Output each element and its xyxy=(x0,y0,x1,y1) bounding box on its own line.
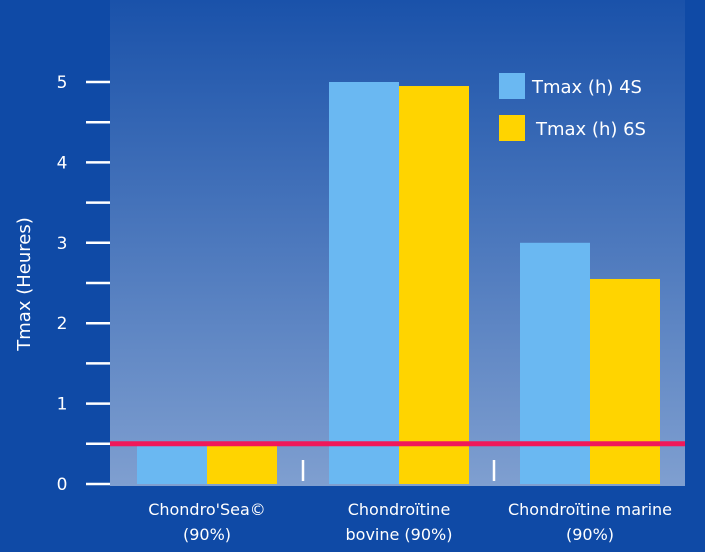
x-axis-categories: Chondro'Sea© (90%) Chondroïtine bovine (90%… xyxy=(148,500,672,544)
legend-label: Tmax (h) 6S xyxy=(535,119,646,140)
y-axis-label: Tmax (Heures) xyxy=(14,217,35,351)
y-tick-label: 0 xyxy=(57,475,68,495)
legend: Tmax (h) 4S Tmax (h) 6S xyxy=(499,73,646,141)
y-tick-label: 5 xyxy=(57,73,68,93)
x-category-label: Chondroïtine xyxy=(348,500,451,519)
bar-4s xyxy=(520,242,590,484)
y-axis: 0 1 2 3 4 5 xyxy=(57,73,110,495)
bar-4s xyxy=(137,443,207,484)
y-tick-label: 1 xyxy=(57,395,68,415)
y-tick-label: 3 xyxy=(57,234,68,254)
y-tick-label: 2 xyxy=(57,314,68,334)
legend-swatch xyxy=(499,73,525,99)
x-category-label: (90%) xyxy=(566,525,614,544)
bar-6s xyxy=(207,443,277,484)
bar-4s xyxy=(329,82,399,484)
bar-6s xyxy=(399,86,469,485)
legend-label: Tmax (h) 4S xyxy=(531,77,642,98)
x-category-label: Chondro'Sea© xyxy=(148,500,266,519)
x-category-label: Chondroïtine marine xyxy=(508,500,672,519)
y-tick-label: 4 xyxy=(57,153,68,173)
x-category-label: bovine (90%) xyxy=(346,525,453,544)
bar-6s xyxy=(590,278,660,484)
legend-swatch xyxy=(499,115,525,141)
x-category-label: (90%) xyxy=(183,525,231,544)
category-separators xyxy=(301,460,496,481)
